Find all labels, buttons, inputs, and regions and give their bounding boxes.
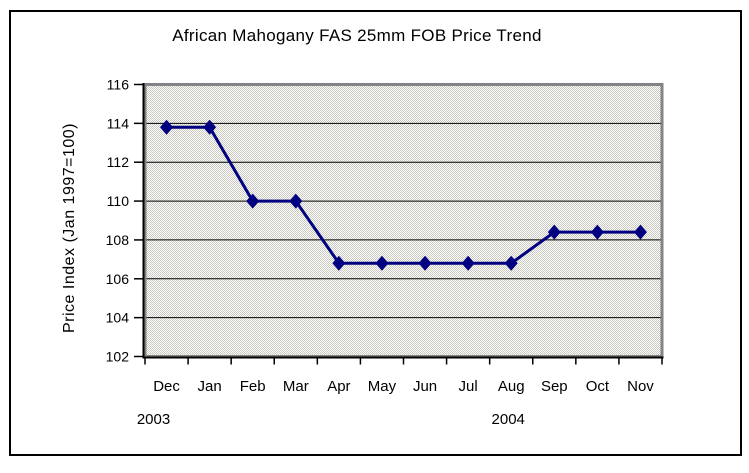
data-point-Jul (461, 255, 475, 271)
data-point-Feb (246, 193, 260, 209)
x-tick-label: Sep (541, 378, 568, 395)
chart-frame-border (9, 10, 742, 456)
data-point-Jan (203, 119, 217, 135)
y-tick-label: 112 (107, 154, 130, 170)
x-tick-label: Jul (459, 378, 478, 395)
data-point-May (375, 255, 389, 271)
data-point-Aug (504, 255, 518, 271)
x-tick-label: Feb (240, 378, 266, 395)
y-tick-label: 108 (106, 232, 130, 248)
data-point-Jun (418, 255, 432, 271)
y-tick-label: 116 (107, 77, 130, 93)
data-point-Mar (289, 193, 303, 209)
chart-title: African Mahogany FAS 25mm FOB Price Tren… (172, 26, 542, 45)
x-tick-label: Oct (586, 378, 610, 395)
y-tick-label: 106 (106, 271, 130, 287)
data-point-Sep (547, 224, 561, 240)
y-tick-label: 104 (106, 310, 130, 326)
x-tick-label: Jan (198, 378, 222, 395)
x-tick-label: Mar (283, 378, 309, 395)
x-tick-label: Aug (498, 378, 525, 395)
data-point-Oct (590, 224, 604, 240)
x-tick-label: Nov (627, 378, 654, 395)
y-tick-label: 110 (107, 193, 130, 209)
series-line (166, 125, 641, 265)
x-tick-label: Dec (153, 378, 180, 395)
data-point-Apr (332, 255, 346, 271)
data-point-Dec (160, 119, 174, 135)
year-label: 2004 (492, 411, 525, 428)
y-tick-label: 114 (107, 115, 130, 131)
y-tick-label: 102 (106, 349, 130, 365)
x-tick-label: May (368, 378, 397, 395)
year-label: 2003 (137, 411, 170, 428)
data-point-Nov (633, 224, 647, 240)
x-tick-label: Apr (327, 378, 350, 395)
plot-background (145, 84, 662, 357)
x-tick-label: Jun (413, 378, 437, 395)
